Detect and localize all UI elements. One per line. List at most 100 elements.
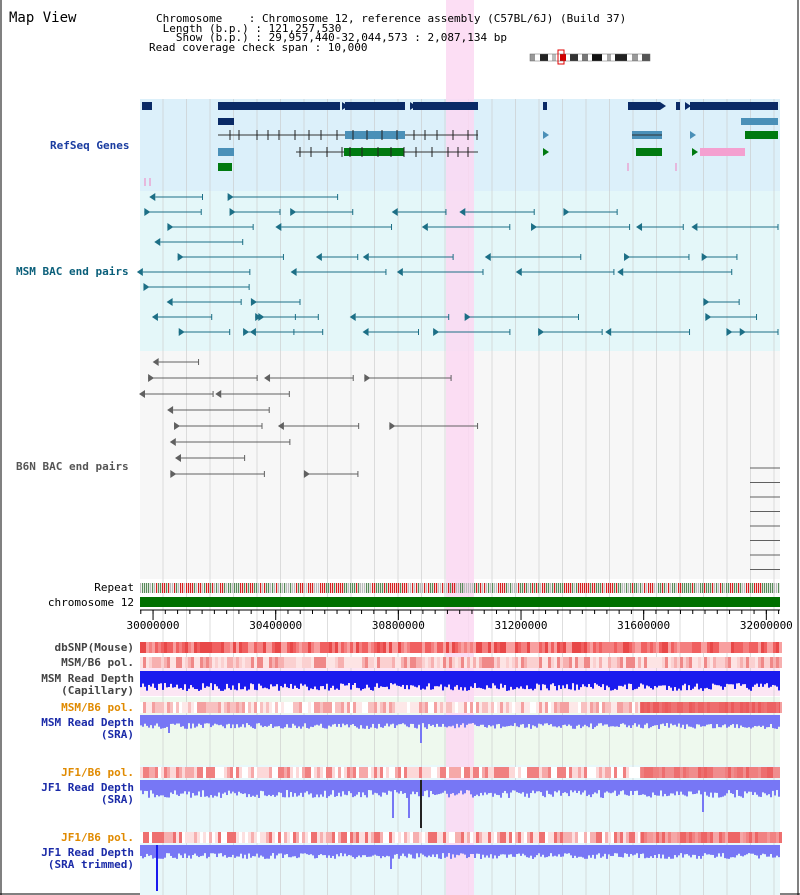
msm-sra-depth bbox=[690, 715, 692, 727]
jf1-trimmed-depth bbox=[520, 845, 522, 856]
jf1-sra-depth bbox=[318, 780, 320, 798]
msm-capillary-depth bbox=[712, 671, 714, 684]
jf1-pol-strip-2 bbox=[182, 832, 185, 843]
repeat-element bbox=[750, 583, 752, 593]
jf1-sra-depth bbox=[306, 780, 308, 792]
jf1-pol-strip bbox=[152, 767, 155, 778]
jf1-trimmed-depth bbox=[656, 845, 658, 858]
msm-capillary-depth bbox=[742, 671, 744, 685]
msm-capillary-depth bbox=[264, 671, 266, 688]
repeat-element bbox=[550, 583, 552, 593]
jf1-sra-depth bbox=[594, 780, 596, 793]
msm-capillary-depth bbox=[176, 671, 178, 685]
msm-capillary-depth bbox=[246, 671, 248, 691]
jf1-trimmed-depth bbox=[182, 845, 184, 858]
repeat-element bbox=[420, 583, 422, 593]
ideogram-band bbox=[592, 54, 602, 61]
msm-sra-depth bbox=[698, 715, 700, 725]
jf1-pol-strip bbox=[185, 767, 188, 778]
msm-pol-strip-2 bbox=[248, 702, 251, 713]
msm-pol-strip bbox=[479, 657, 482, 668]
repeat-element bbox=[280, 583, 282, 593]
repeat-element bbox=[504, 583, 506, 593]
refseq-gene bbox=[218, 163, 232, 171]
msm-bac-pair-end bbox=[703, 298, 710, 306]
jf1-sra-depth bbox=[468, 780, 470, 791]
msm-capillary-depth bbox=[280, 671, 282, 687]
msm-pol-strip bbox=[386, 657, 389, 668]
jf1-trimmed-depth bbox=[480, 845, 482, 859]
msm-capillary-depth bbox=[162, 671, 164, 690]
msm-pol-strip-2 bbox=[383, 702, 386, 713]
jf1-pol-strip bbox=[626, 767, 629, 778]
msm-sra-depth bbox=[608, 715, 610, 727]
msm-pol-strip-2 bbox=[584, 702, 587, 713]
repeat-element bbox=[776, 583, 778, 593]
jf1-trimmed-depth bbox=[536, 845, 538, 856]
msm-sra-depth bbox=[342, 715, 344, 724]
msm-sra-depth bbox=[198, 715, 200, 724]
repeat-element bbox=[208, 583, 210, 593]
dbsnp-strip bbox=[176, 642, 179, 653]
msm-pol-strip bbox=[347, 657, 350, 668]
jf1-sra-depth bbox=[646, 780, 648, 797]
jf1-pol-strip bbox=[317, 767, 320, 778]
msm-pol-strip bbox=[404, 657, 407, 668]
jf1-sra-depth bbox=[310, 780, 312, 794]
dbsnp-strip bbox=[197, 642, 200, 653]
jf1-trimmed-depth bbox=[424, 845, 426, 857]
msm-capillary-depth bbox=[626, 671, 628, 690]
jf1-sra-depth bbox=[632, 780, 634, 795]
msm-sra-depth bbox=[202, 715, 204, 728]
jf1-sra-depth bbox=[664, 780, 666, 794]
jf1-sra-depth bbox=[450, 780, 452, 794]
repeat-element bbox=[176, 583, 178, 593]
jf1-pol-strip-2 bbox=[314, 832, 317, 843]
jf1-sra-depth bbox=[218, 780, 220, 793]
refseq-gene bbox=[218, 102, 340, 110]
jf1-trimmed-depth bbox=[186, 845, 188, 859]
jf1-sra-depth bbox=[750, 780, 752, 792]
msm-sra-depth bbox=[362, 715, 364, 729]
jf1-pol-strip bbox=[269, 767, 272, 778]
jf1-sra-depth bbox=[524, 780, 526, 797]
repeat-element bbox=[660, 583, 662, 593]
jf1-trimmed-depth bbox=[518, 845, 520, 854]
jf1-trimmed-depth bbox=[236, 845, 238, 857]
jf1-trimmed-depth bbox=[762, 845, 764, 854]
repeat-element bbox=[222, 583, 224, 593]
msm-sra-depth bbox=[496, 715, 498, 725]
jf1-sra-depth bbox=[676, 780, 678, 792]
jf1-sra-depth bbox=[238, 780, 240, 792]
track-label-msm-pol-1: MSM/B6 pol. bbox=[61, 656, 134, 669]
jf1-trimmed-depth bbox=[280, 845, 282, 854]
jf1-trimmed-depth bbox=[262, 845, 264, 857]
msm-capillary-depth bbox=[556, 671, 558, 691]
jf1-sra-depth bbox=[352, 780, 354, 798]
msm-sra-depth bbox=[412, 715, 414, 724]
msm-pol-strip bbox=[686, 657, 689, 668]
msm-sra-depth bbox=[640, 715, 642, 728]
jf1-sra-depth bbox=[382, 780, 384, 793]
repeat-element bbox=[598, 583, 600, 593]
msm-capillary-depth bbox=[486, 671, 488, 686]
dbsnp-strip bbox=[596, 642, 599, 653]
dbsnp-strip bbox=[746, 642, 749, 653]
repeat-element bbox=[270, 583, 272, 593]
repeat-element bbox=[332, 583, 334, 593]
refseq-gene-arrow bbox=[543, 131, 549, 139]
jf1-pol-strip-2 bbox=[173, 832, 176, 843]
dbsnp-strip bbox=[326, 642, 329, 653]
jf1-sra-depth-spike bbox=[392, 780, 394, 818]
jf1-trimmed-depth bbox=[282, 845, 284, 858]
msm-sra-depth bbox=[740, 715, 742, 726]
msm-pol-strip bbox=[269, 657, 272, 668]
msm-bac-pair-end bbox=[167, 223, 174, 231]
jf1-pol-strip-2 bbox=[533, 832, 536, 843]
jf1-trimmed-depth bbox=[202, 845, 204, 856]
dbsnp-strip bbox=[233, 642, 236, 653]
repeat-element bbox=[452, 583, 454, 593]
jf1-pol-strip-2 bbox=[188, 832, 191, 843]
ideogram-band bbox=[560, 54, 566, 61]
